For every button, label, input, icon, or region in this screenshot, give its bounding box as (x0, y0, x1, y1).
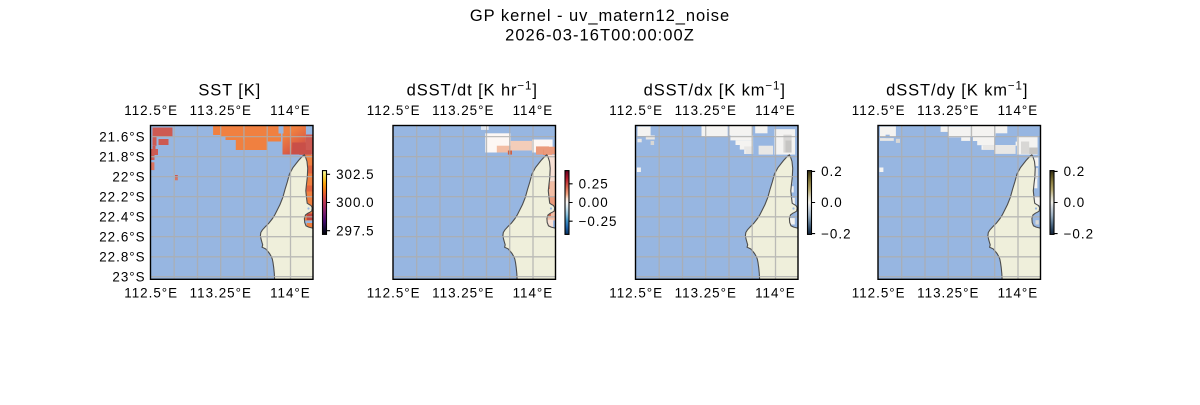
svg-text:113.25°E: 113.25°E (917, 285, 979, 300)
svg-text:22.4°S: 22.4°S (99, 210, 145, 225)
svg-text:114°E: 114°E (270, 103, 311, 118)
svg-text:dSST/dy [K km−1]: dSST/dy [K km−1] (886, 80, 1028, 99)
svg-text:0.2: 0.2 (1064, 164, 1086, 179)
svg-text:21.6°S: 21.6°S (99, 129, 145, 144)
svg-text:114°E: 114°E (755, 285, 796, 300)
svg-text:112.5°E: 112.5°E (124, 103, 178, 118)
svg-text:0.00: 0.00 (579, 195, 609, 210)
svg-text:23°S: 23°S (112, 269, 145, 284)
svg-text:113.25°E: 113.25°E (432, 103, 494, 118)
svg-text:113.25°E: 113.25°E (675, 103, 737, 118)
svg-text:SST [K]: SST [K] (198, 81, 261, 99)
svg-text:114°E: 114°E (513, 103, 554, 118)
svg-text:112.5°E: 112.5°E (367, 103, 421, 118)
svg-text:0.25: 0.25 (579, 177, 609, 192)
svg-text:22.8°S: 22.8°S (99, 250, 145, 265)
svg-text:113.25°E: 113.25°E (190, 103, 252, 118)
svg-text:112.5°E: 112.5°E (367, 285, 421, 300)
svg-text:113.25°E: 113.25°E (190, 285, 252, 300)
svg-text:113.25°E: 113.25°E (917, 103, 979, 118)
svg-text:0.0: 0.0 (821, 195, 843, 210)
svg-text:112.5°E: 112.5°E (609, 103, 663, 118)
svg-text:114°E: 114°E (998, 285, 1039, 300)
svg-text:112.5°E: 112.5°E (124, 285, 178, 300)
svg-text:−0.2: −0.2 (821, 226, 851, 241)
svg-text:22.2°S: 22.2°S (99, 189, 145, 204)
svg-text:302.5: 302.5 (336, 167, 375, 182)
svg-text:21.8°S: 21.8°S (99, 149, 145, 164)
svg-text:112.5°E: 112.5°E (609, 285, 663, 300)
svg-text:GP kernel - uv_matern12_noise: GP kernel - uv_matern12_noise (470, 7, 730, 25)
svg-text:112.5°E: 112.5°E (852, 103, 906, 118)
svg-text:2026-03-16T00:00:00Z: 2026-03-16T00:00:00Z (505, 26, 695, 44)
svg-text:114°E: 114°E (998, 103, 1039, 118)
svg-text:114°E: 114°E (513, 285, 554, 300)
svg-text:112.5°E: 112.5°E (852, 285, 906, 300)
svg-text:−0.25: −0.25 (579, 214, 618, 229)
svg-text:0.0: 0.0 (1064, 195, 1086, 210)
svg-text:297.5: 297.5 (336, 223, 375, 238)
svg-text:114°E: 114°E (755, 103, 796, 118)
svg-text:−0.2: −0.2 (1064, 226, 1094, 241)
svg-text:dSST/dt [K hr−1]: dSST/dt [K hr−1] (407, 80, 538, 99)
svg-text:22°S: 22°S (112, 169, 145, 184)
svg-text:114°E: 114°E (270, 285, 311, 300)
svg-text:22.6°S: 22.6°S (99, 229, 145, 244)
svg-text:113.25°E: 113.25°E (675, 285, 737, 300)
svg-text:0.2: 0.2 (821, 164, 843, 179)
svg-text:300.0: 300.0 (336, 195, 375, 210)
svg-text:113.25°E: 113.25°E (432, 285, 494, 300)
svg-text:dSST/dx [K km−1]: dSST/dx [K km−1] (644, 80, 786, 99)
